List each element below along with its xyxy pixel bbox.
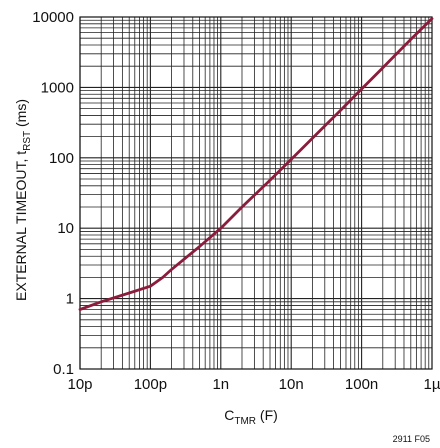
grid [79, 17, 432, 370]
x-axis-label: CTMR (F) [224, 407, 278, 427]
y-tick-label: 1 [66, 291, 74, 308]
x-tick-label: 10n [279, 376, 304, 393]
y-tick-label: 10 [57, 220, 74, 237]
series-layer [78, 17, 434, 311]
x-tick-label: 1n [212, 376, 229, 393]
y-tick-labels: 0.1 1 10 100 1000 10000 [32, 9, 74, 378]
x-tick-label: 10p [67, 376, 92, 393]
y-tick-label: 1000 [41, 79, 74, 96]
y-tick-label: 0.1 [53, 361, 74, 378]
x-tick-labels: 10p 100p 1n 10n 100n 1µ [67, 376, 440, 393]
x-tick-label: 1µ [424, 376, 440, 393]
series-line [78, 17, 434, 311]
y-axis-label: EXTERNAL TIMEOUT, tRST (ms) [13, 99, 33, 301]
x-tick-label: 100n [345, 376, 378, 393]
figure-id: 2911 F05 [393, 434, 430, 444]
plot-frame [79, 16, 433, 370]
y-tick-label: 10000 [32, 9, 74, 26]
x-tick-label: 100p [134, 376, 167, 393]
y-tick-label: 100 [49, 150, 74, 167]
